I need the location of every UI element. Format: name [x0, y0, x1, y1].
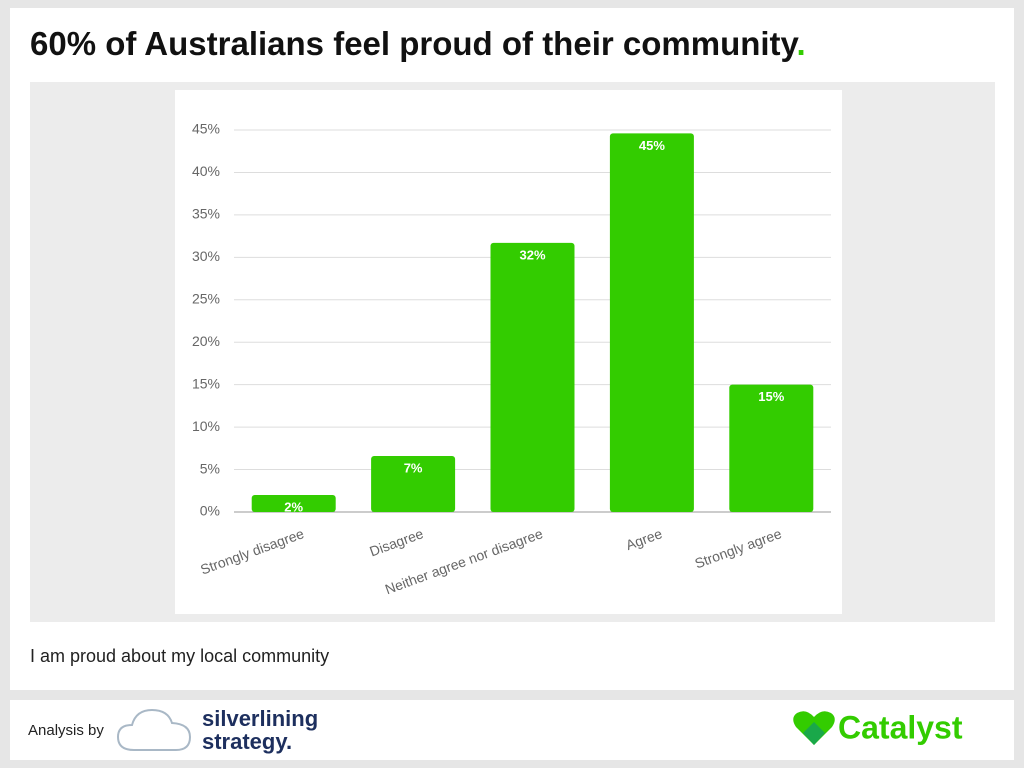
value-label: 2% — [284, 499, 303, 514]
bar — [371, 455, 456, 512]
y-tick-label: 45% — [192, 121, 220, 137]
y-tick-label: 5% — [200, 460, 220, 476]
y-tick-label: 15% — [192, 375, 220, 391]
bar — [609, 133, 694, 512]
bar — [729, 384, 814, 512]
partner-name: silverlining — [202, 706, 318, 731]
brand-heart-inner — [803, 722, 825, 745]
y-tick-label: 30% — [192, 248, 220, 264]
analysis-label: Analysis by — [28, 722, 104, 739]
plot: 0%5%10%15%20%25%30%35%40%45%Strongly dis… — [192, 121, 831, 597]
bar — [490, 242, 575, 512]
value-label: 32% — [519, 247, 545, 262]
y-tick-label: 35% — [192, 206, 220, 222]
cloud-logo — [116, 708, 192, 751]
y-tick-label: 25% — [192, 290, 220, 306]
value-label: 45% — [639, 138, 665, 153]
y-tick-label: 40% — [192, 163, 220, 179]
brand-name: Catalyst — [838, 709, 963, 745]
y-tick-label: 20% — [192, 333, 220, 349]
y-tick-label: 10% — [192, 418, 220, 434]
y-tick-label: 0% — [200, 503, 220, 519]
caption: I am proud about my local community — [30, 646, 329, 666]
value-label: 7% — [404, 460, 423, 475]
value-label: 15% — [758, 389, 784, 404]
title-mark: . — [796, 25, 805, 62]
title-text: 60% of Australians feel proud of their c… — [30, 25, 800, 62]
slide-title: 60% of Australians feel proud of their c… — [30, 25, 806, 62]
partner-name: strategy. — [202, 729, 292, 754]
bar — [251, 495, 336, 512]
